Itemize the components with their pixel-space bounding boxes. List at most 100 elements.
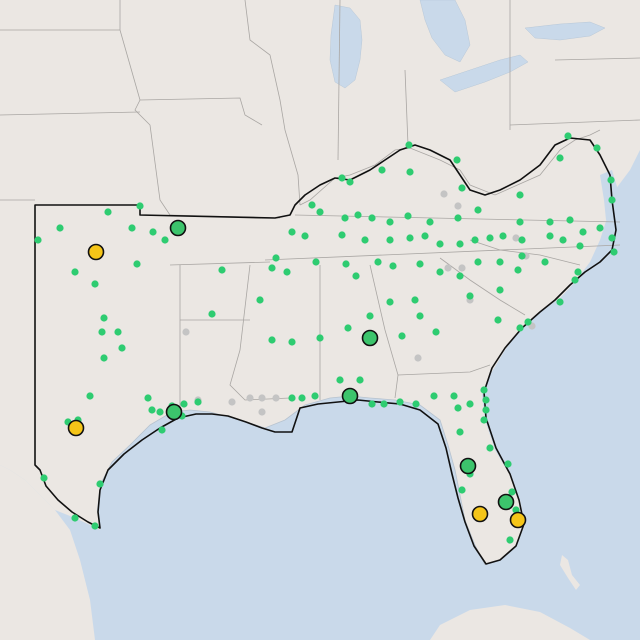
site-marker-green[interactable]	[426, 218, 434, 226]
site-marker-green[interactable]	[180, 400, 188, 408]
site-marker-green[interactable]	[342, 260, 350, 268]
site-marker-green[interactable]	[610, 248, 618, 256]
site-marker-green[interactable]	[316, 334, 324, 342]
site-marker-green[interactable]	[86, 392, 94, 400]
site-marker-green[interactable]	[312, 258, 320, 266]
site-marker-gray[interactable]	[414, 354, 422, 362]
site-marker-green[interactable]	[298, 394, 306, 402]
site-marker-green[interactable]	[416, 260, 424, 268]
site-marker-green[interactable]	[316, 208, 324, 216]
site-marker-large-yellow[interactable]	[67, 419, 85, 437]
site-marker-green[interactable]	[100, 354, 108, 362]
site-marker-green[interactable]	[504, 460, 512, 468]
site-marker-green[interactable]	[559, 236, 567, 244]
site-marker-gray[interactable]	[182, 328, 190, 336]
site-marker-green[interactable]	[288, 338, 296, 346]
site-marker-green[interactable]	[576, 242, 584, 250]
site-marker-green[interactable]	[593, 144, 601, 152]
site-marker-green[interactable]	[346, 178, 354, 186]
site-marker-gray[interactable]	[228, 398, 236, 406]
site-marker-green[interactable]	[91, 522, 99, 530]
site-marker-green[interactable]	[114, 328, 122, 336]
site-marker-green[interactable]	[156, 408, 164, 416]
site-marker-green[interactable]	[430, 392, 438, 400]
site-marker-green[interactable]	[71, 268, 79, 276]
site-marker-gray[interactable]	[272, 394, 280, 402]
site-marker-green[interactable]	[256, 296, 264, 304]
site-marker-green[interactable]	[386, 236, 394, 244]
site-marker-green[interactable]	[56, 224, 64, 232]
site-marker-green[interactable]	[136, 202, 144, 210]
site-marker-green[interactable]	[454, 214, 462, 222]
site-marker-green[interactable]	[338, 231, 346, 239]
site-marker-green[interactable]	[380, 400, 388, 408]
site-marker-green[interactable]	[208, 310, 216, 318]
site-marker-green[interactable]	[516, 191, 524, 199]
site-marker-green[interactable]	[546, 232, 554, 240]
site-marker-green[interactable]	[268, 264, 276, 272]
site-marker-green[interactable]	[91, 280, 99, 288]
site-marker-green[interactable]	[416, 312, 424, 320]
site-marker-green[interactable]	[118, 344, 126, 352]
site-marker-green[interactable]	[389, 262, 397, 270]
site-marker-green[interactable]	[411, 296, 419, 304]
site-marker-large-green[interactable]	[497, 493, 515, 511]
site-marker-green[interactable]	[268, 336, 276, 344]
site-marker-green[interactable]	[396, 398, 404, 406]
site-marker-green[interactable]	[368, 400, 376, 408]
site-marker-green[interactable]	[40, 474, 48, 482]
site-marker-green[interactable]	[412, 400, 420, 408]
site-marker-green[interactable]	[288, 228, 296, 236]
site-marker-green[interactable]	[518, 236, 526, 244]
site-marker-large-green[interactable]	[361, 329, 379, 347]
site-marker-green[interactable]	[579, 228, 587, 236]
site-marker-gray[interactable]	[454, 202, 462, 210]
site-marker-green[interactable]	[218, 266, 226, 274]
site-marker-green[interactable]	[361, 236, 369, 244]
site-marker-green[interactable]	[466, 292, 474, 300]
site-marker-green[interactable]	[272, 254, 280, 262]
site-marker-green[interactable]	[608, 234, 616, 242]
site-marker-green[interactable]	[518, 252, 526, 260]
site-marker-large-green[interactable]	[165, 403, 183, 421]
site-marker-green[interactable]	[368, 214, 376, 222]
site-marker-green[interactable]	[566, 216, 574, 224]
site-marker-large-green[interactable]	[169, 219, 187, 237]
site-marker-green[interactable]	[378, 166, 386, 174]
site-marker-green[interactable]	[311, 392, 319, 400]
site-marker-green[interactable]	[158, 426, 166, 434]
site-marker-gray[interactable]	[246, 394, 254, 402]
site-marker-green[interactable]	[100, 314, 108, 322]
site-marker-green[interactable]	[352, 272, 360, 280]
site-marker-green[interactable]	[607, 176, 615, 184]
site-marker-green[interactable]	[574, 268, 582, 276]
site-marker-green[interactable]	[104, 208, 112, 216]
site-marker-green[interactable]	[496, 258, 504, 266]
site-marker-green[interactable]	[453, 156, 461, 164]
site-marker-green[interactable]	[480, 416, 488, 424]
site-marker-green[interactable]	[406, 168, 414, 176]
site-marker-green[interactable]	[516, 324, 524, 332]
site-marker-green[interactable]	[596, 224, 604, 232]
site-marker-large-yellow[interactable]	[471, 505, 489, 523]
site-marker-green[interactable]	[194, 398, 202, 406]
site-marker-green[interactable]	[466, 400, 474, 408]
site-marker-green[interactable]	[301, 232, 309, 240]
site-marker-green[interactable]	[356, 376, 364, 384]
site-marker-green[interactable]	[144, 394, 152, 402]
site-marker-green[interactable]	[456, 240, 464, 248]
site-marker-gray[interactable]	[258, 408, 266, 416]
site-marker-green[interactable]	[128, 224, 136, 232]
site-marker-large-green[interactable]	[341, 387, 359, 405]
site-marker-green[interactable]	[436, 240, 444, 248]
site-marker-green[interactable]	[494, 316, 502, 324]
site-marker-large-yellow[interactable]	[87, 243, 105, 261]
site-marker-green[interactable]	[338, 174, 346, 182]
site-marker-green[interactable]	[506, 536, 514, 544]
site-marker-green[interactable]	[514, 266, 522, 274]
site-marker-green[interactable]	[516, 218, 524, 226]
site-marker-gray[interactable]	[258, 394, 266, 402]
site-marker-green[interactable]	[308, 201, 316, 209]
site-marker-gray[interactable]	[444, 264, 452, 272]
site-marker-green[interactable]	[474, 206, 482, 214]
